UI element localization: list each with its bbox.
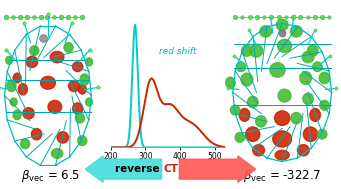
Ellipse shape — [248, 96, 258, 108]
Ellipse shape — [308, 45, 318, 56]
Text: reverse: reverse — [115, 163, 163, 174]
Ellipse shape — [273, 131, 292, 147]
Ellipse shape — [250, 44, 263, 57]
Ellipse shape — [78, 136, 87, 146]
Text: $\beta_{\mathregular{vec}}$ = 6.5: $\beta_{\mathregular{vec}}$ = 6.5 — [21, 168, 80, 184]
Ellipse shape — [297, 145, 309, 156]
Ellipse shape — [317, 129, 327, 139]
Ellipse shape — [231, 105, 240, 115]
Ellipse shape — [86, 98, 92, 106]
Ellipse shape — [30, 46, 39, 56]
Ellipse shape — [73, 103, 83, 114]
Ellipse shape — [241, 73, 253, 86]
Ellipse shape — [278, 89, 291, 102]
Ellipse shape — [313, 62, 322, 72]
Ellipse shape — [226, 77, 235, 88]
Text: red shift: red shift — [159, 47, 197, 56]
Ellipse shape — [31, 129, 42, 140]
Ellipse shape — [246, 127, 260, 141]
Ellipse shape — [75, 113, 85, 123]
FancyArrow shape — [85, 156, 162, 182]
Ellipse shape — [270, 63, 285, 77]
Ellipse shape — [13, 73, 21, 83]
Ellipse shape — [320, 101, 329, 110]
Ellipse shape — [278, 40, 292, 52]
Ellipse shape — [26, 56, 38, 67]
Text: CT: CT — [163, 163, 178, 174]
Ellipse shape — [10, 98, 17, 106]
Ellipse shape — [20, 139, 30, 149]
Ellipse shape — [7, 80, 16, 92]
Text: $\beta_{\mathregular{vec}}$ = -322.7: $\beta_{\mathregular{vec}}$ = -322.7 — [243, 168, 321, 184]
Ellipse shape — [80, 74, 89, 85]
Ellipse shape — [23, 108, 34, 119]
Ellipse shape — [51, 149, 63, 158]
Ellipse shape — [6, 56, 13, 64]
Ellipse shape — [69, 80, 80, 92]
Ellipse shape — [235, 133, 244, 142]
Ellipse shape — [236, 62, 246, 72]
Ellipse shape — [291, 26, 302, 37]
Ellipse shape — [239, 108, 250, 121]
Ellipse shape — [86, 58, 92, 66]
Ellipse shape — [18, 84, 27, 95]
Ellipse shape — [48, 101, 62, 113]
Ellipse shape — [302, 51, 314, 63]
Ellipse shape — [78, 84, 86, 94]
Ellipse shape — [13, 110, 21, 120]
Ellipse shape — [303, 127, 317, 141]
Ellipse shape — [291, 112, 301, 124]
Ellipse shape — [57, 132, 69, 143]
Ellipse shape — [319, 72, 330, 84]
Ellipse shape — [50, 51, 64, 63]
Ellipse shape — [64, 43, 73, 52]
Ellipse shape — [276, 19, 288, 31]
Ellipse shape — [73, 62, 83, 72]
Ellipse shape — [300, 72, 312, 84]
Ellipse shape — [41, 76, 55, 89]
FancyArrow shape — [179, 156, 256, 182]
Ellipse shape — [241, 45, 252, 56]
Ellipse shape — [303, 93, 313, 105]
Ellipse shape — [310, 108, 321, 121]
Ellipse shape — [256, 116, 266, 127]
Ellipse shape — [275, 111, 290, 125]
Ellipse shape — [275, 150, 289, 160]
Ellipse shape — [260, 26, 271, 37]
Ellipse shape — [253, 145, 265, 156]
